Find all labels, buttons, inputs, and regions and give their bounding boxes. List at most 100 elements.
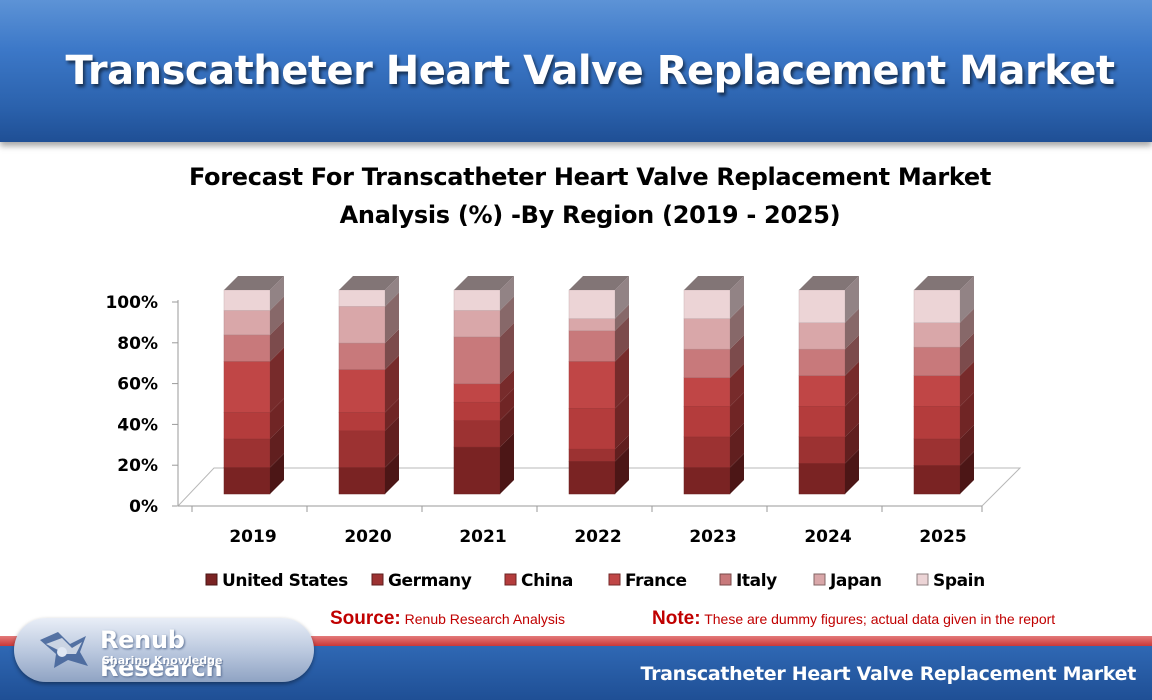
bar-2023-germany (683, 436, 731, 468)
bar-2021-spain (453, 289, 501, 311)
bar-2024-germany-side (845, 422, 859, 464)
bar-2024-united-states (798, 463, 846, 495)
bar-2019-top (224, 276, 284, 290)
bar-2023-italy (683, 348, 731, 378)
bar-2020-spain-side (385, 276, 399, 307)
bar-2020-united-states (338, 467, 386, 495)
bar-2022-germany (568, 448, 616, 462)
bar-2019-united-states (223, 467, 271, 495)
logo-tagline: Sharing Knowledge (102, 654, 223, 667)
legend-swatch-france (608, 573, 621, 586)
bar-2021-united-states-side (500, 433, 514, 494)
bar-2024-top (799, 276, 859, 290)
legend-label-spain: Spain (933, 571, 985, 591)
y-tick-label: 40% (117, 415, 158, 435)
bar-2021-italy (453, 336, 501, 385)
source-note: Source: Renub Research Analysis (330, 608, 565, 630)
bar-2021-france-side (500, 369, 514, 403)
bar-2020-france-side (385, 355, 399, 413)
legend-label-italy: Italy (736, 571, 777, 591)
x-tick-label: 2023 (689, 527, 736, 547)
bar-2020-italy (338, 342, 386, 370)
bar-2022-spain-side (615, 276, 629, 319)
bar-2020-japan (338, 306, 386, 344)
note-label: Note: (652, 608, 701, 629)
logo-emblem-icon (40, 632, 88, 668)
legend-swatch-china (504, 573, 517, 586)
bar-2021-japan-side (500, 296, 514, 337)
bar-2024-italy (798, 348, 846, 376)
bar-2023-united-states (683, 467, 731, 495)
legend-label-germany: Germany (388, 571, 472, 591)
bar-2019-france (223, 361, 271, 413)
bar-2022-germany-side (615, 435, 629, 462)
legend-swatch-united-states (205, 573, 218, 586)
bar-2024-united-states-side (845, 449, 859, 494)
bar-2022-france-side (615, 347, 629, 409)
bar-2022-united-states-side (615, 447, 629, 494)
legend-swatch-spain (916, 573, 929, 586)
bar-2023-japan (683, 318, 731, 350)
bar-2021-italy-side (500, 322, 514, 384)
bar-2023-spain (683, 289, 731, 319)
page-title: Transcatheter Heart Valve Replacement Ma… (65, 48, 1115, 94)
bar-2023-germany-side (730, 422, 744, 468)
bar-2025-united-states (913, 465, 961, 495)
bar-2022-china (568, 408, 616, 450)
bar-2020-germany-side (385, 416, 399, 468)
bar-2022-japan (568, 318, 616, 332)
bar-2020-united-states-side (385, 453, 399, 494)
chart-title: Forecast For Transcatheter Heart Valve R… (150, 158, 1030, 234)
bar-2025-germany-side (960, 424, 974, 466)
bar-2025-italy-side (960, 333, 974, 376)
bar-2024-france (798, 375, 846, 407)
legend-label-china: China (521, 571, 573, 591)
bar-2023-china-side (730, 392, 744, 437)
bar-2023-france-side (730, 363, 744, 407)
bar-2019-france-side (270, 347, 284, 413)
bar-2019-china (223, 412, 271, 440)
y-tick-label: 60% (117, 375, 158, 395)
bar-2020-japan-side (385, 292, 399, 344)
x-tick-label: 2021 (459, 527, 506, 547)
bar-2019-italy-side (270, 320, 284, 362)
bar-2020-spain (338, 289, 386, 307)
legend-swatch-germany (371, 573, 384, 586)
bar-2023-italy-side (730, 335, 744, 378)
bar-2020-china-side (385, 398, 399, 431)
bar-2025-france-side (960, 361, 974, 407)
bar-2021-germany (453, 420, 501, 448)
bar-2023-china (683, 406, 731, 438)
bar-2024-france-side (845, 361, 859, 407)
bar-2024-germany (798, 436, 846, 464)
bar-2025-japan-side (960, 308, 974, 348)
bar-2023-united-states-side (730, 453, 744, 494)
bar-2022-united-states (568, 461, 616, 495)
legend-swatch-japan (813, 573, 826, 586)
bar-2019-spain-side (270, 276, 284, 311)
x-tick-label: 2020 (344, 527, 391, 547)
x-tick-label: 2024 (804, 527, 851, 547)
bar-2021-spain-side (500, 276, 514, 311)
bar-2025-top (914, 276, 974, 290)
renub-research-logo: Renub Research Sharing Knowledge (14, 618, 314, 682)
bar-2024-italy-side (845, 335, 859, 376)
source-text: Renub Research Analysis (404, 611, 565, 627)
legend-label-japan: Japan (829, 571, 882, 591)
bar-2025-france (913, 375, 961, 407)
bar-2024-spain (798, 289, 846, 323)
legend-swatch-italy (719, 573, 732, 586)
y-tick-label: 100% (105, 293, 158, 313)
bar-2021-france (453, 383, 501, 403)
bar-2019-italy (223, 334, 271, 362)
legend-label-united-states: United States (222, 571, 348, 591)
source-label: Source: (330, 608, 401, 629)
bar-2025-spain (913, 289, 961, 323)
bar-2023-france (683, 377, 731, 407)
bar-2022-top (569, 276, 629, 290)
bar-2019-japan (223, 310, 271, 336)
bar-2022-spain (568, 289, 616, 319)
legend-label-france: France (625, 571, 687, 591)
chart-title-line-2: Analysis (%) -By Region (2019 - 2025) (339, 201, 841, 229)
bar-2019-japan-side (270, 296, 284, 335)
